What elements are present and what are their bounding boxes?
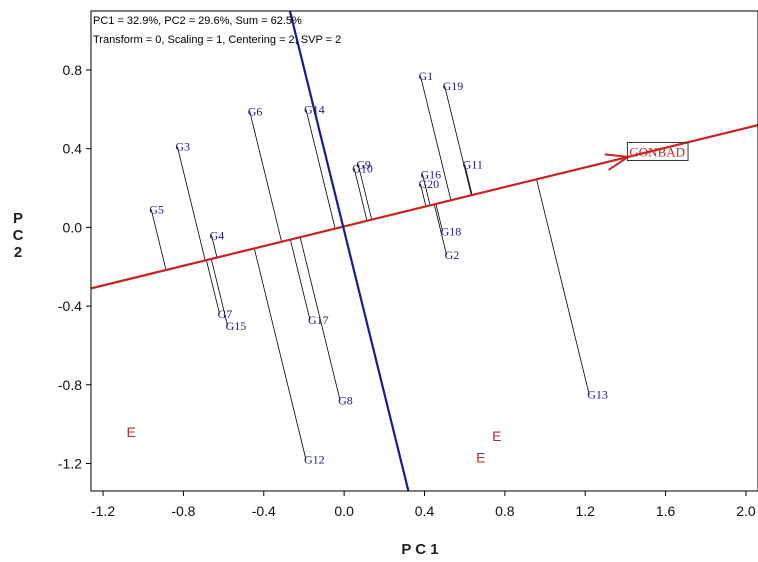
- genotype-label: G13: [587, 388, 608, 402]
- projection-line: [254, 248, 306, 459]
- x-axis-label: P C 1: [401, 541, 438, 558]
- genotype-label: G10: [352, 161, 373, 175]
- y-tick-label: -0.8: [58, 377, 82, 393]
- x-tick-label: 0.4: [415, 503, 435, 519]
- projection-line: [151, 210, 166, 270]
- environment-layer: GONBAD: [605, 142, 688, 169]
- genotype-label: G14: [304, 102, 325, 116]
- perpendicular-axis-line: [290, 11, 409, 491]
- x-tick-label: 1.6: [656, 503, 676, 519]
- environment-label: GONBAD: [629, 144, 685, 159]
- genotype-label: G15: [226, 319, 247, 333]
- genotype-label: G5: [149, 203, 164, 217]
- genotype-label: G3: [175, 140, 190, 154]
- x-tick-label: 0.8: [495, 503, 515, 519]
- projection-line: [354, 168, 367, 220]
- genotype-label: G12: [304, 453, 325, 467]
- x-tick-label: -0.4: [252, 503, 276, 519]
- y-tick-label: -0.4: [58, 298, 82, 314]
- projection-line: [445, 86, 472, 196]
- x-tick-label: 2.0: [736, 503, 756, 519]
- projection-lines: [151, 76, 589, 460]
- projection-line: [250, 111, 282, 241]
- projection-line: [306, 109, 335, 228]
- x-tick-label: -0.8: [171, 503, 195, 519]
- e-marker: E: [476, 450, 485, 466]
- genotype-label: G20: [418, 177, 439, 191]
- y-axis-ticks: -1.2 -0.8 -0.4 0.0 0.4 0.8: [58, 62, 91, 471]
- projection-line: [290, 240, 310, 320]
- x-axis-ticks: -1.2 -0.8 -0.4 0.0 0.4 0.8 1.2 1.6 2.0: [91, 491, 756, 519]
- genotype-label: G4: [210, 228, 225, 242]
- plot-frame: [91, 11, 758, 491]
- y-tick-label: 0.0: [63, 219, 83, 235]
- genotype-label: G1: [418, 69, 433, 83]
- projection-line: [537, 179, 590, 394]
- x-tick-label: -1.2: [91, 503, 115, 519]
- y-axis-label: P C 2: [6, 210, 30, 261]
- biplot-axis-lines: [91, 11, 758, 491]
- header-line-1: PC1 = 32.9%, PC2 = 29.6%, Sum = 62.5%: [93, 15, 302, 27]
- header-line-2: Transform = 0, Scaling = 1, Centering = …: [93, 34, 341, 46]
- projection-line: [177, 147, 205, 261]
- genotype-label: G17: [308, 313, 329, 327]
- genotype-label: G8: [338, 394, 353, 408]
- genotype-label: G18: [441, 224, 462, 238]
- x-tick-label: 1.2: [575, 503, 595, 519]
- genotype-label: G11: [463, 157, 483, 171]
- y-tick-label: 0.8: [63, 62, 83, 78]
- y-tick-label: -1.2: [58, 455, 82, 471]
- x-tick-label: 0.0: [334, 503, 354, 519]
- genotype-label: G6: [248, 104, 263, 118]
- e-marker: E: [127, 424, 136, 440]
- y-tick-label: 0.4: [63, 141, 83, 157]
- projection-line: [206, 260, 219, 314]
- genotype-label: G19: [443, 79, 464, 93]
- e-marker: E: [492, 428, 501, 444]
- genotype-label: G2: [445, 248, 460, 262]
